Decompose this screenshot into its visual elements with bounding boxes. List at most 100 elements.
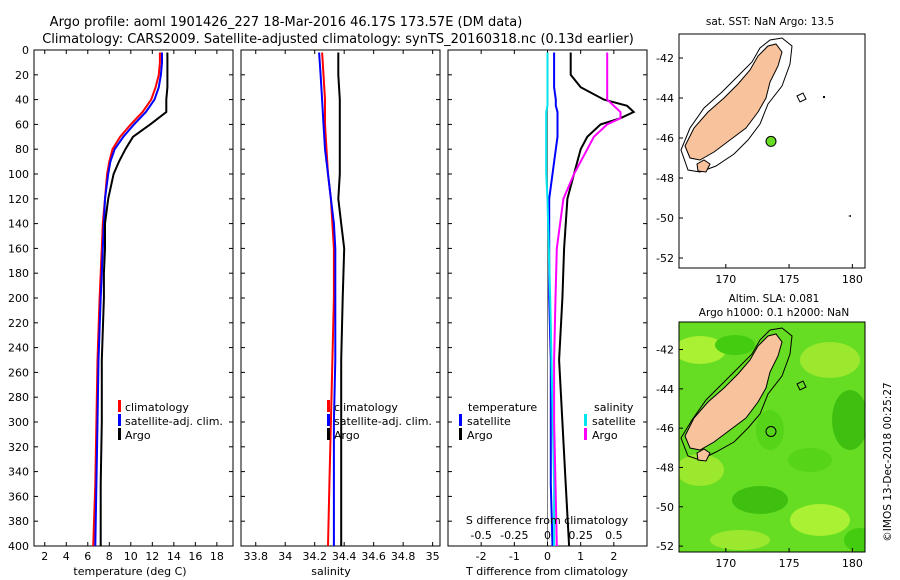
sla-anomaly-blob — [679, 454, 724, 486]
lon-tick-label: 180 — [842, 557, 863, 570]
sst-map-islet — [848, 215, 851, 217]
x-tick-label: 6 — [84, 550, 91, 563]
x-tick-label: 35 — [426, 550, 440, 563]
depth-tick-label: 280 — [8, 391, 29, 404]
depth-tick-label: 340 — [8, 466, 29, 479]
series-line-argo — [99, 52, 169, 546]
sla-anomaly-blob — [788, 448, 832, 472]
sla-anomaly-blob — [679, 336, 726, 364]
x-tick-label: 1 — [577, 550, 584, 563]
series-line-satellite-adj-clim- — [318, 52, 337, 546]
x-tick-label: -1 — [509, 550, 520, 563]
depth-tick-label: 0 — [22, 44, 29, 57]
depth-tick-label: 60 — [15, 118, 29, 131]
depth-tick-label: 20 — [15, 69, 29, 82]
difference-plot: -2 -1 0 1 2-0.5 -0.25 0 0.25 0.5 — [470, 50, 636, 563]
depth-tick-label: 80 — [15, 143, 29, 156]
sst-map-islet — [796, 92, 807, 103]
sla-anomaly-blob — [756, 410, 784, 450]
depth-tick-label: 180 — [8, 267, 29, 280]
depth-tick-label: 360 — [8, 490, 29, 503]
difference-x2label: S difference from climatology — [466, 514, 629, 527]
depth-tick-label: 240 — [8, 342, 29, 355]
legend-marker-climatology — [327, 400, 330, 412]
lat-tick-label: -52 — [656, 252, 674, 265]
depth-tick-label: 100 — [8, 168, 29, 181]
depth-tick-label: 200 — [8, 292, 29, 305]
sst-map-south-island — [684, 43, 783, 161]
depth-tick-label: 160 — [8, 242, 29, 255]
x-tick-label: 34.8 — [391, 550, 416, 563]
x-tick-label: 14 — [167, 550, 181, 563]
x2-tick-label: -0.25 — [500, 529, 528, 542]
series-line-argo — [337, 52, 346, 546]
legend-label-s-satellite: satellite — [592, 415, 636, 428]
sst-map-axes: 170 175 180 -42 -44 -46 -48 -50 -52 — [656, 52, 863, 286]
sla-map-islet — [796, 380, 807, 391]
x-tick-label: 0 — [544, 550, 551, 563]
x-tick-label: 34 — [278, 550, 292, 563]
x-tick-label: -2 — [476, 550, 487, 563]
sla-anomaly-blob — [844, 528, 865, 552]
depth-tick-label: 120 — [8, 193, 29, 206]
series-line-satellite-adj-clim- — [94, 52, 163, 547]
sla-anomaly-blob — [832, 390, 865, 450]
legend-marker-argo — [327, 428, 330, 440]
sla-map: 170 175 180 -42 -44 -46 -48 -50 -52 — [656, 321, 866, 570]
series-line-climatology — [92, 52, 161, 547]
x-tick-label: 4 — [63, 550, 70, 563]
lat-tick-label: -52 — [656, 540, 674, 553]
depth-tick-label: 320 — [8, 441, 29, 454]
legend-marker-t-satellite — [459, 414, 462, 426]
legend-label-argo: Argo — [125, 429, 151, 442]
depth-tick-label: 260 — [8, 366, 29, 379]
x-tick-label: 33.8 — [243, 550, 268, 563]
sla-map-float-marker — [765, 425, 777, 437]
lat-tick-label: -42 — [656, 52, 674, 65]
legend-label-climatology: climatology — [125, 401, 189, 414]
legend-label-argo: Argo — [334, 429, 360, 442]
depth-tick-label: 300 — [8, 416, 29, 429]
legend-marker-s-satellite — [584, 414, 587, 426]
legend-heading-temperature: temperature — [468, 401, 537, 414]
sla-anomaly-blob — [715, 335, 755, 355]
legend-label-climatology: climatology — [334, 401, 398, 414]
legend-marker-satellite — [327, 414, 330, 426]
x-tick-label: 18 — [210, 550, 224, 563]
lon-tick-label: 170 — [715, 273, 736, 286]
difference-xlabel: T difference from climatology — [465, 565, 628, 578]
legend-heading-salinity: salinity — [594, 401, 634, 414]
legend-marker-t-argo — [459, 428, 462, 440]
sla-map-stewart-island — [696, 448, 711, 462]
sst-map-islet — [823, 96, 825, 98]
sla-anomaly-blob — [800, 342, 860, 378]
series-line-s-satellite — [545, 52, 556, 546]
legend-label-satellite: satellite-adj. clim. — [334, 415, 432, 428]
sla-anomaly-blob — [790, 504, 850, 536]
sst-map-float-marker — [765, 135, 777, 147]
sla-map-anomaly-blobs — [679, 335, 865, 552]
x-tick-label: 16 — [188, 550, 202, 563]
legend-marker-s-argo — [584, 428, 587, 440]
lon-tick-label: 175 — [779, 557, 800, 570]
lon-tick-label: 180 — [842, 273, 863, 286]
lon-tick-label: 170 — [715, 557, 736, 570]
series-line-t-argo — [558, 52, 636, 547]
lon-tick-label: 175 — [779, 273, 800, 286]
temperature-legend: climatology satellite-adj. clim. Argo — [118, 400, 223, 442]
lat-tick-label: -50 — [656, 501, 674, 514]
x-tick-label: 34.4 — [332, 550, 357, 563]
lat-tick-label: -48 — [656, 172, 674, 185]
sst-map-stewart-island — [696, 159, 711, 173]
sla-anomaly-blob — [710, 530, 770, 550]
sst-map-title: sat. SST: NaN Argo: 13.5 — [706, 16, 834, 28]
legend-marker-satellite — [118, 414, 121, 426]
x2-tick-label: -0.5 — [470, 529, 491, 542]
x2-tick-label: 0.25 — [568, 529, 593, 542]
x2-tick-label: 0.5 — [605, 529, 623, 542]
lat-tick-label: -50 — [656, 212, 674, 225]
legend-marker-argo — [118, 428, 121, 440]
x-tick-label: 12 — [145, 550, 159, 563]
series-line-s-argo — [553, 52, 622, 547]
